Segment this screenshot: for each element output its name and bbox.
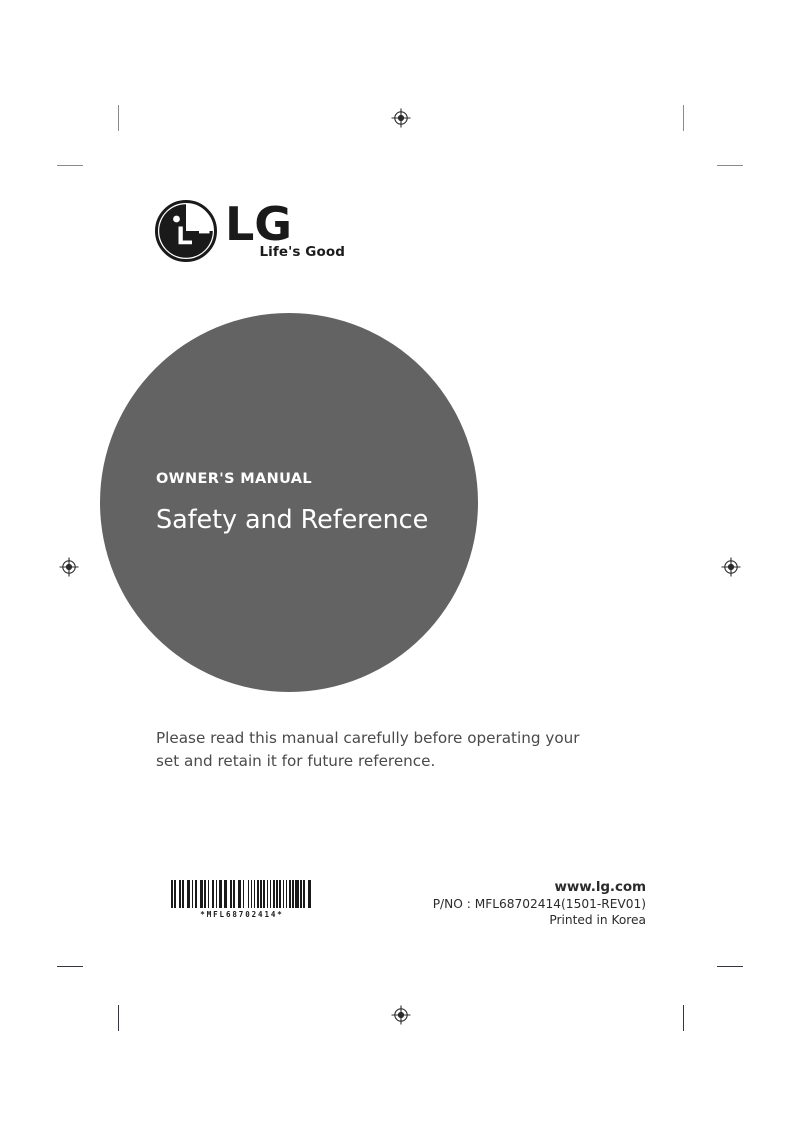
instructions-paragraph: Please read this manual carefully before… (156, 727, 586, 773)
crop-mark-bottom-right-vertical (683, 1005, 684, 1031)
crop-mark-bottom-left-vertical (118, 1005, 119, 1031)
lg-face-logo-icon (155, 200, 217, 262)
crop-mark-top-right-horizontal (717, 165, 743, 166)
lg-tagline: Life's Good (259, 244, 345, 260)
printed-in-label: Printed in Korea (549, 913, 646, 927)
crop-mark-top-right-vertical (683, 105, 684, 131)
page-kicker: OWNER'S MANUAL (156, 471, 312, 487)
page-title: Safety and Reference (156, 505, 429, 536)
hero-circle-panel (100, 313, 478, 692)
registration-target-icon-left (59, 557, 79, 577)
barcode-icon (171, 880, 313, 908)
instructions-line-2: set and retain it for future reference. (156, 752, 436, 770)
registration-target-icon-bottom (391, 1005, 411, 1025)
crop-mark-bottom-right-horizontal (717, 966, 743, 967)
svg-text:LG: LG (225, 200, 292, 248)
footer-info-block: www.lg.com P/NO : MFL68702414(1501-REV01… (385, 878, 646, 928)
crop-mark-top-left-vertical (118, 105, 119, 131)
barcode-block: *MFL68702414* (171, 880, 313, 919)
website-label: www.lg.com (554, 879, 647, 895)
crop-mark-bottom-left-horizontal (57, 966, 83, 967)
lg-logo: LG Life's Good (155, 200, 345, 268)
registration-target-icon-right (721, 557, 741, 577)
crop-mark-top-left-horizontal (57, 165, 83, 166)
registration-target-icon-top (391, 108, 411, 128)
barcode-label: *MFL68702414* (200, 910, 284, 919)
hero-text-block: OWNER'S MANUAL Safety and Reference (156, 471, 476, 536)
part-number-label: P/NO : MFL68702414(1501-REV01) (432, 897, 646, 911)
lg-wordmark-icon: LG (225, 200, 292, 248)
instructions-line-1: Please read this manual carefully before… (156, 729, 580, 747)
